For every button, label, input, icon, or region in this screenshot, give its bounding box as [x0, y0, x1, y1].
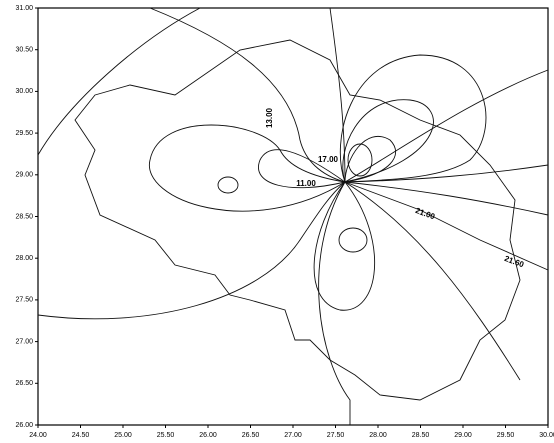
- x-tick-label: 25.50: [157, 432, 175, 439]
- x-tick-label: 26.00: [199, 432, 217, 439]
- y-tick-label: 27.50: [15, 297, 33, 304]
- contour: [338, 227, 368, 253]
- contour: [344, 136, 396, 183]
- contour: [347, 143, 373, 177]
- x-tick-label: 28.00: [369, 432, 387, 439]
- contour: [149, 7, 346, 183]
- x-tick-label: 26.50: [242, 432, 260, 439]
- contour: [342, 99, 434, 183]
- y-tick-label: 26.00: [15, 422, 33, 429]
- contour-label: 11.00: [296, 179, 316, 188]
- x-tick-label: 25.00: [114, 432, 132, 439]
- contour: [344, 181, 549, 271]
- contour: [37, 7, 201, 156]
- contour: [149, 124, 346, 212]
- contour-lines: [37, 7, 549, 425]
- y-tick-label: 30.00: [15, 88, 33, 95]
- region-boundary: [74, 39, 521, 401]
- contour: [329, 7, 346, 183]
- x-tick-label: 27.50: [327, 432, 345, 439]
- y-tick-label: 29.50: [15, 130, 33, 137]
- contour: [344, 181, 521, 381]
- contour: [313, 181, 375, 311]
- y-tick-label: 28.00: [15, 255, 33, 262]
- contour: [37, 181, 346, 320]
- y-tick-label: 27.00: [15, 338, 33, 345]
- plot-frame: [37, 7, 549, 426]
- contour: [217, 176, 239, 194]
- y-tick-label: 30.50: [15, 47, 33, 54]
- y-tick-label: 31.00: [15, 5, 33, 12]
- contour-label: 21.60: [503, 254, 525, 269]
- y-tick-label: 26.50: [15, 380, 33, 387]
- y-tick-label: 29.00: [15, 172, 33, 179]
- contour: [344, 164, 549, 183]
- x-tick-label: 24.00: [29, 432, 47, 439]
- x-tick-label: 24.50: [72, 432, 90, 439]
- contour: [344, 69, 549, 183]
- contour: [339, 54, 487, 183]
- x-tick-label: 29.00: [454, 432, 472, 439]
- y-tick-label: 28.50: [15, 213, 33, 220]
- x-tick-label: 29.50: [497, 432, 515, 439]
- contour-label: 21.00: [414, 206, 436, 221]
- contour: [344, 181, 549, 216]
- contour: [318, 181, 351, 425]
- x-tick-label: 27.00: [284, 432, 302, 439]
- x-tick-label: 28.50: [412, 432, 430, 439]
- x-tick-label: 30.00: [539, 432, 554, 439]
- contour-label: 17.00: [318, 155, 339, 164]
- contour: [258, 149, 346, 189]
- contour-label: 13.00: [265, 107, 274, 128]
